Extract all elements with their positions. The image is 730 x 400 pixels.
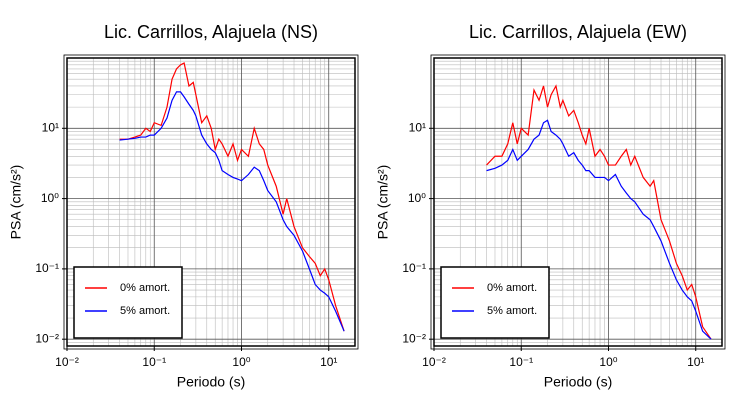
data-line: [119, 91, 345, 332]
plot-frame: [66, 57, 356, 347]
y-tick-label: 10⁻¹: [35, 261, 59, 275]
legend-box: [440, 266, 550, 339]
legend-box: [73, 266, 183, 339]
x-tick-label: 10⁻²: [55, 355, 79, 369]
y-tick-label: 10⁻²: [402, 331, 426, 345]
plot-frame: [433, 57, 723, 347]
y-axis-label: PSA (cm/s²): [375, 165, 391, 240]
y-tick-label: 10¹: [409, 120, 426, 134]
y-tick-label: 10⁰: [41, 191, 59, 205]
y-tick-label: 10⁻²: [35, 331, 59, 345]
x-tick-label: 10⁻²: [422, 355, 446, 369]
x-tick-label: 10⁰: [232, 355, 250, 369]
data-line: [486, 119, 712, 340]
x-tick-label: 10⁻¹: [142, 355, 166, 369]
legend-label: 5% amort.: [487, 305, 537, 317]
x-tick-label: 10⁰: [599, 355, 617, 369]
plot-frame-outer: [63, 54, 359, 350]
x-tick-label: 10⁻¹: [509, 355, 533, 369]
y-axis-label: PSA (cm/s²): [8, 165, 24, 240]
plot-frame-outer: [430, 54, 726, 350]
legend-label: 0% amort.: [487, 282, 537, 294]
data-line: [486, 84, 712, 340]
chart-title: Lic. Carrillos, Alajuela (EW): [469, 22, 687, 42]
x-tick-label: 10¹: [687, 355, 704, 369]
y-tick-label: 10¹: [42, 120, 59, 134]
data-line: [119, 62, 345, 332]
legend-label: 5% amort.: [120, 305, 170, 317]
x-axis-label: Periodo (s): [177, 374, 245, 390]
y-tick-label: 10⁰: [408, 191, 426, 205]
x-axis-label: Periodo (s): [544, 374, 612, 390]
y-tick-label: 10⁻¹: [402, 261, 426, 275]
legend-label: 0% amort.: [120, 282, 170, 294]
chart-title: Lic. Carrillos, Alajuela (NS): [104, 22, 318, 42]
x-tick-label: 10¹: [320, 355, 337, 369]
